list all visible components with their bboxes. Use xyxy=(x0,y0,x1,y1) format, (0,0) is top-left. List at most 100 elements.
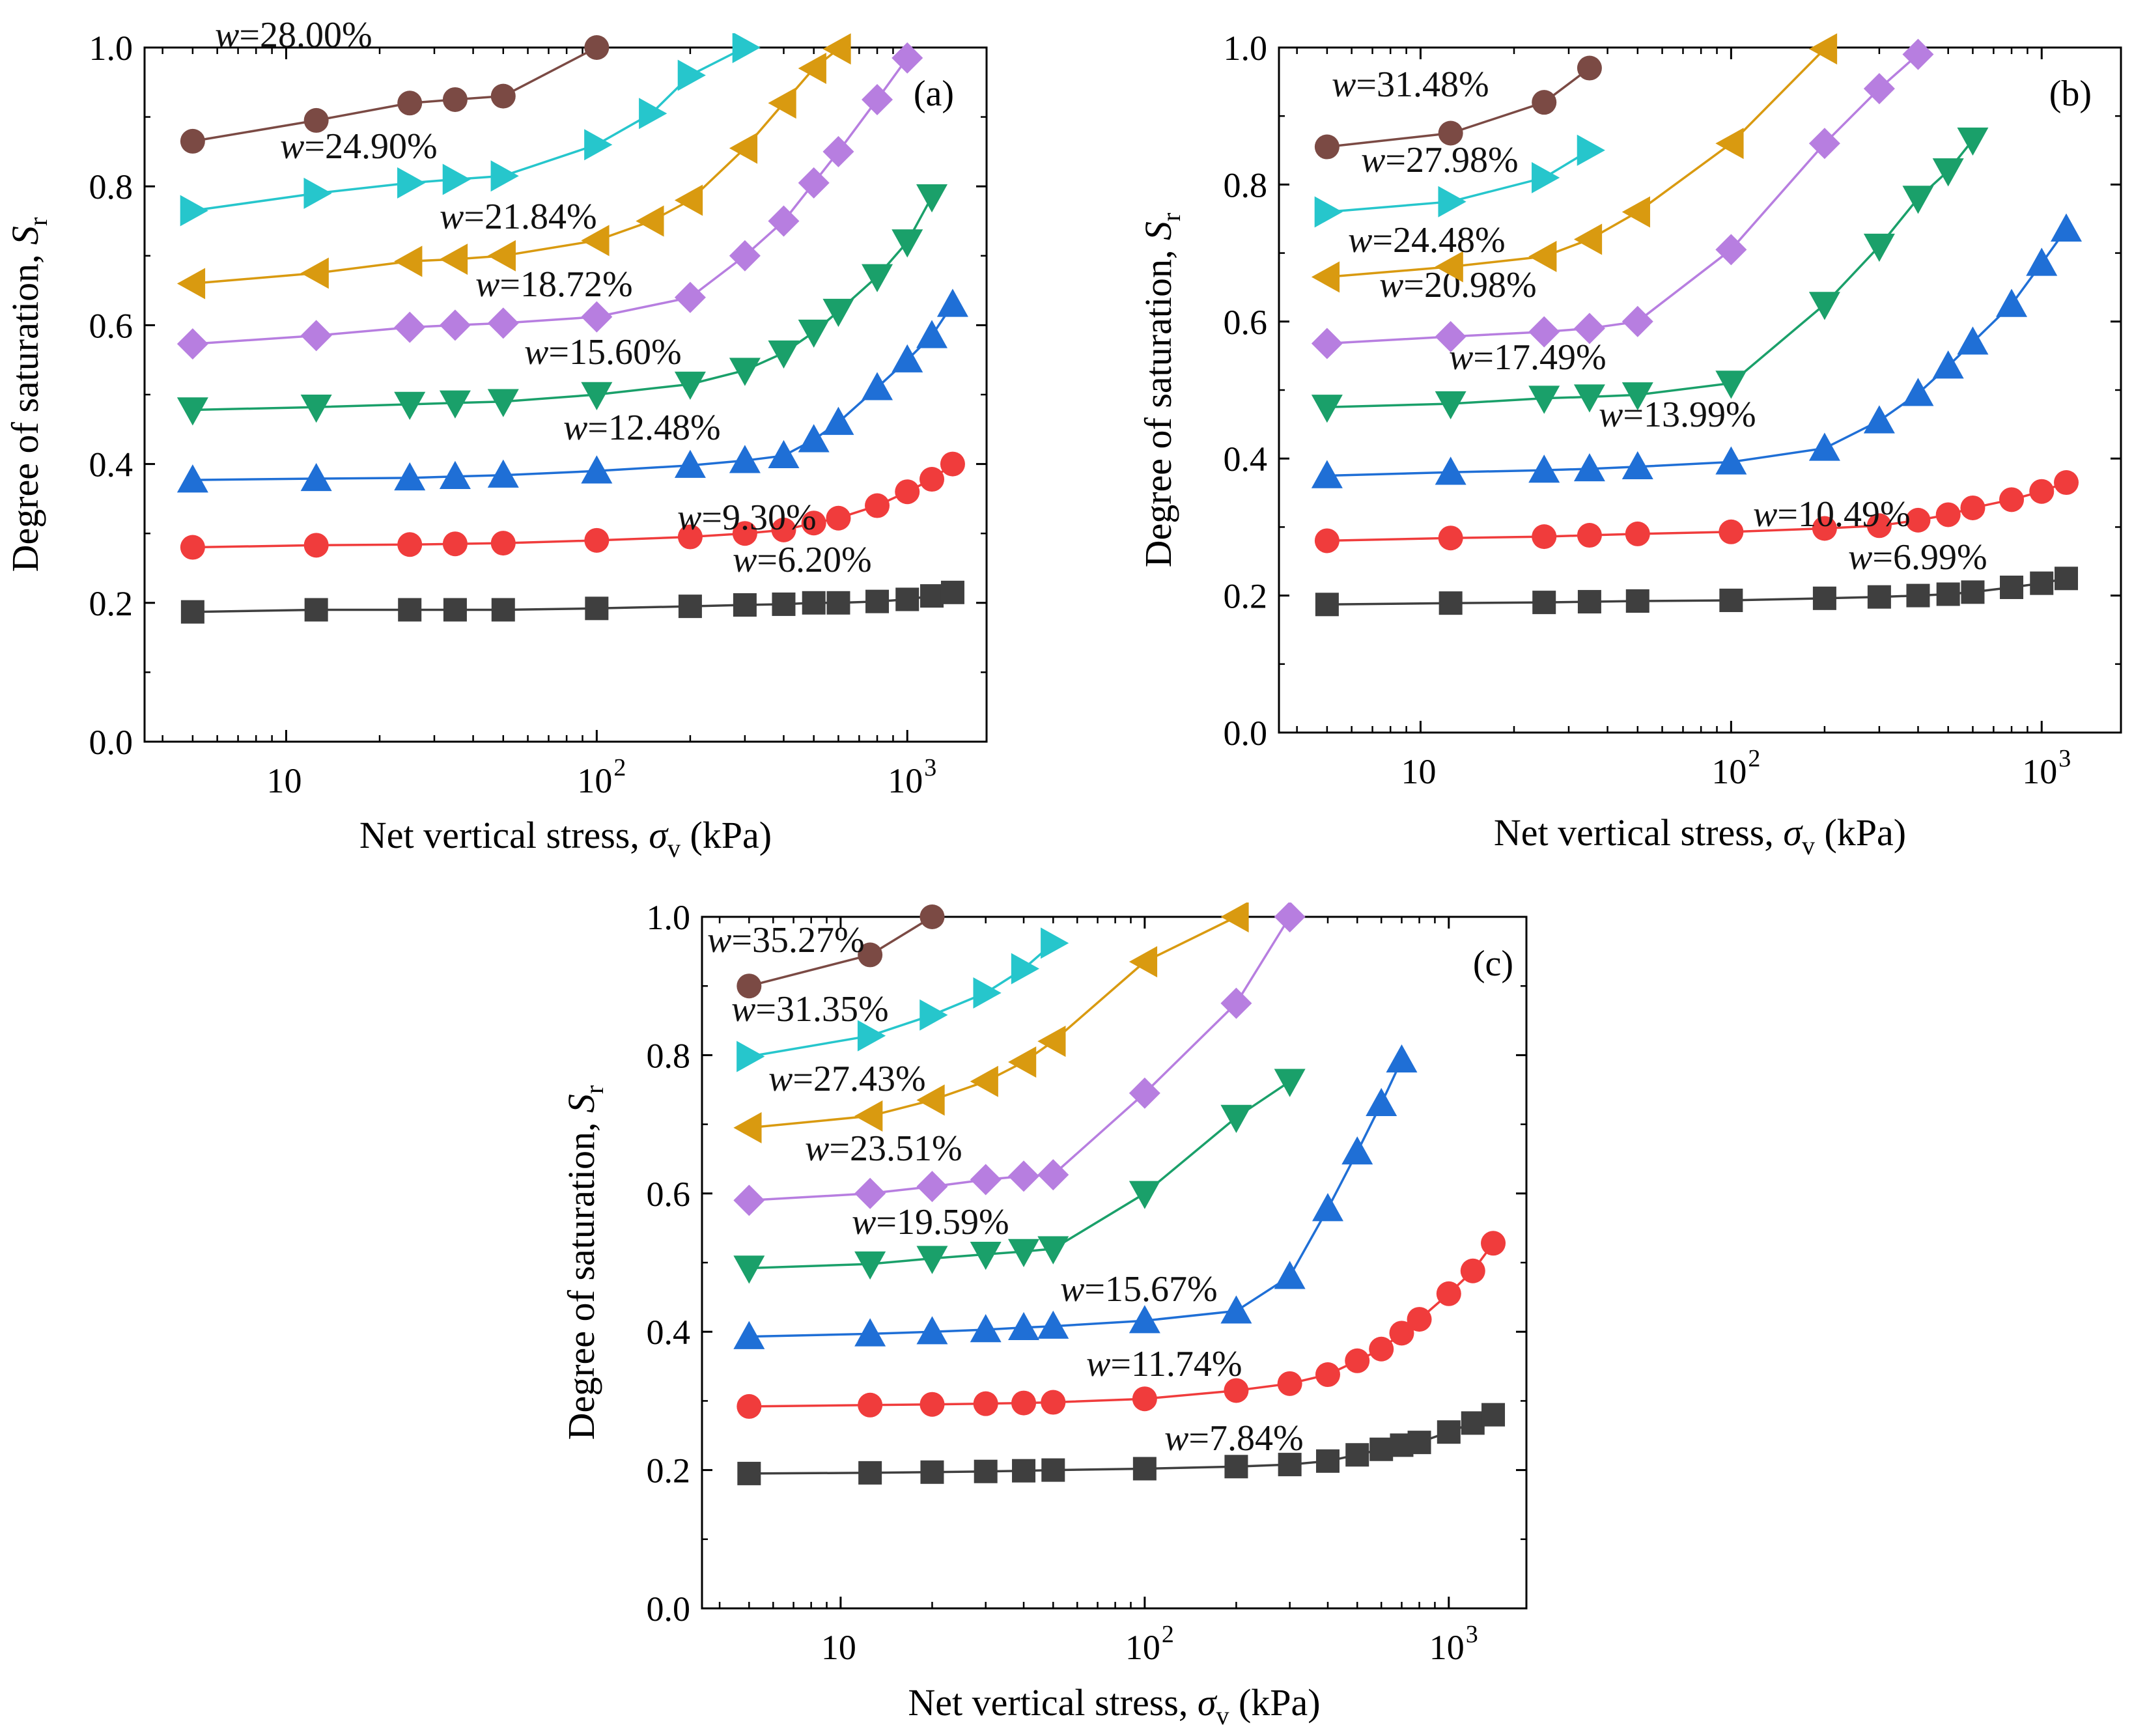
series xyxy=(1314,470,2079,553)
data-point xyxy=(300,394,332,423)
data-point xyxy=(895,479,920,505)
data-point xyxy=(891,344,923,372)
data-point xyxy=(1037,1026,1066,1057)
data-point xyxy=(1621,305,1653,337)
data-point xyxy=(1407,1307,1432,1332)
data-point xyxy=(826,591,850,615)
data-point xyxy=(737,1461,761,1485)
data-point xyxy=(176,464,208,493)
data-point xyxy=(1438,525,1463,551)
y-tick-label: 0.2 xyxy=(647,1451,691,1491)
data-point xyxy=(1435,456,1466,485)
data-point xyxy=(674,184,703,216)
y-axis-title: Degree of saturation, Sr xyxy=(4,217,53,572)
x-tick-base: 10 xyxy=(2022,752,2057,791)
data-point xyxy=(1311,328,1343,359)
data-point xyxy=(487,240,516,272)
data-point xyxy=(394,462,426,491)
data-point xyxy=(639,98,667,130)
x-axis-title-symbol: σ xyxy=(1198,1681,1218,1724)
data-point xyxy=(826,505,851,531)
series xyxy=(180,580,964,624)
data-point xyxy=(1577,590,1601,614)
data-point xyxy=(733,1321,765,1349)
data-point xyxy=(854,1318,886,1347)
annotation-value: =12.48% xyxy=(587,408,720,448)
data-point xyxy=(674,449,706,478)
series-annotation: w=35.27% xyxy=(707,920,865,960)
data-point xyxy=(940,451,965,477)
series xyxy=(176,42,923,360)
data-point xyxy=(970,1164,1002,1196)
annotation-variable: w xyxy=(563,408,587,448)
annotation-variable: w xyxy=(707,920,731,960)
data-point xyxy=(973,977,1002,1009)
data-point xyxy=(674,281,706,313)
data-point xyxy=(1996,288,2028,317)
data-point xyxy=(768,87,796,119)
data-point xyxy=(798,319,830,348)
data-point xyxy=(490,83,516,109)
data-point xyxy=(1274,903,1306,932)
annotation-value: =35.27% xyxy=(731,920,864,960)
panel-label: (c) xyxy=(1473,944,1513,984)
data-point xyxy=(1008,1046,1037,1078)
data-point xyxy=(1715,234,1747,266)
data-point xyxy=(1902,186,1934,214)
data-point xyxy=(2000,575,2024,599)
data-point xyxy=(636,205,664,237)
data-point xyxy=(1863,405,1895,434)
annotation-value: =27.43% xyxy=(793,1059,925,1099)
data-point xyxy=(737,1041,765,1072)
data-point xyxy=(1435,320,1466,352)
data-point xyxy=(1314,196,1343,228)
x-tick-base: 10 xyxy=(1711,752,1747,791)
data-point xyxy=(581,455,613,484)
data-point xyxy=(1577,55,1602,81)
data-point xyxy=(2030,571,2054,595)
data-point xyxy=(397,532,423,557)
data-point xyxy=(1132,1457,1157,1481)
data-point xyxy=(304,598,328,622)
series xyxy=(737,1231,1506,1419)
data-point xyxy=(919,1392,945,1417)
data-point xyxy=(439,309,471,341)
data-point xyxy=(916,1246,948,1274)
data-point xyxy=(1311,460,1343,488)
data-point xyxy=(1719,519,1744,544)
annotation-value: =23.51% xyxy=(829,1128,962,1169)
series-annotation: w=31.35% xyxy=(731,989,889,1029)
data-point xyxy=(768,205,800,237)
series xyxy=(1311,213,2083,488)
annotation-variable: w xyxy=(440,197,464,237)
data-point xyxy=(1278,1453,1302,1477)
series xyxy=(1314,55,1602,160)
data-point xyxy=(1932,350,1964,379)
data-point xyxy=(822,135,854,167)
x-axis-title-suffix: (kPa) xyxy=(1229,1681,1320,1724)
annotation-value: =10.49% xyxy=(1777,494,1910,535)
data-point xyxy=(1577,134,1605,166)
series xyxy=(1311,127,1989,423)
x-tick-exponent: 3 xyxy=(924,754,936,781)
data-point xyxy=(1808,128,1840,160)
y-axis-title-symbol: S xyxy=(560,1094,602,1113)
y-tick-label: 0.2 xyxy=(1224,577,1268,616)
y-axis-title-symbol: S xyxy=(1137,221,1179,240)
annotation-variable: w xyxy=(1086,1344,1110,1384)
annotation-variable: w xyxy=(805,1128,829,1169)
data-point xyxy=(1621,451,1653,480)
data-point xyxy=(2054,470,2079,496)
series xyxy=(1311,33,1838,293)
data-point xyxy=(176,268,206,300)
data-point xyxy=(857,1020,886,1052)
y-tick-label: 1.0 xyxy=(89,29,133,68)
data-point xyxy=(1481,1231,1506,1256)
annotation-value: =27.98% xyxy=(1385,140,1518,180)
data-point xyxy=(1129,1181,1160,1209)
data-point xyxy=(1311,395,1343,423)
data-point xyxy=(1863,73,1895,105)
data-point xyxy=(674,371,706,400)
data-point xyxy=(1808,292,1840,320)
